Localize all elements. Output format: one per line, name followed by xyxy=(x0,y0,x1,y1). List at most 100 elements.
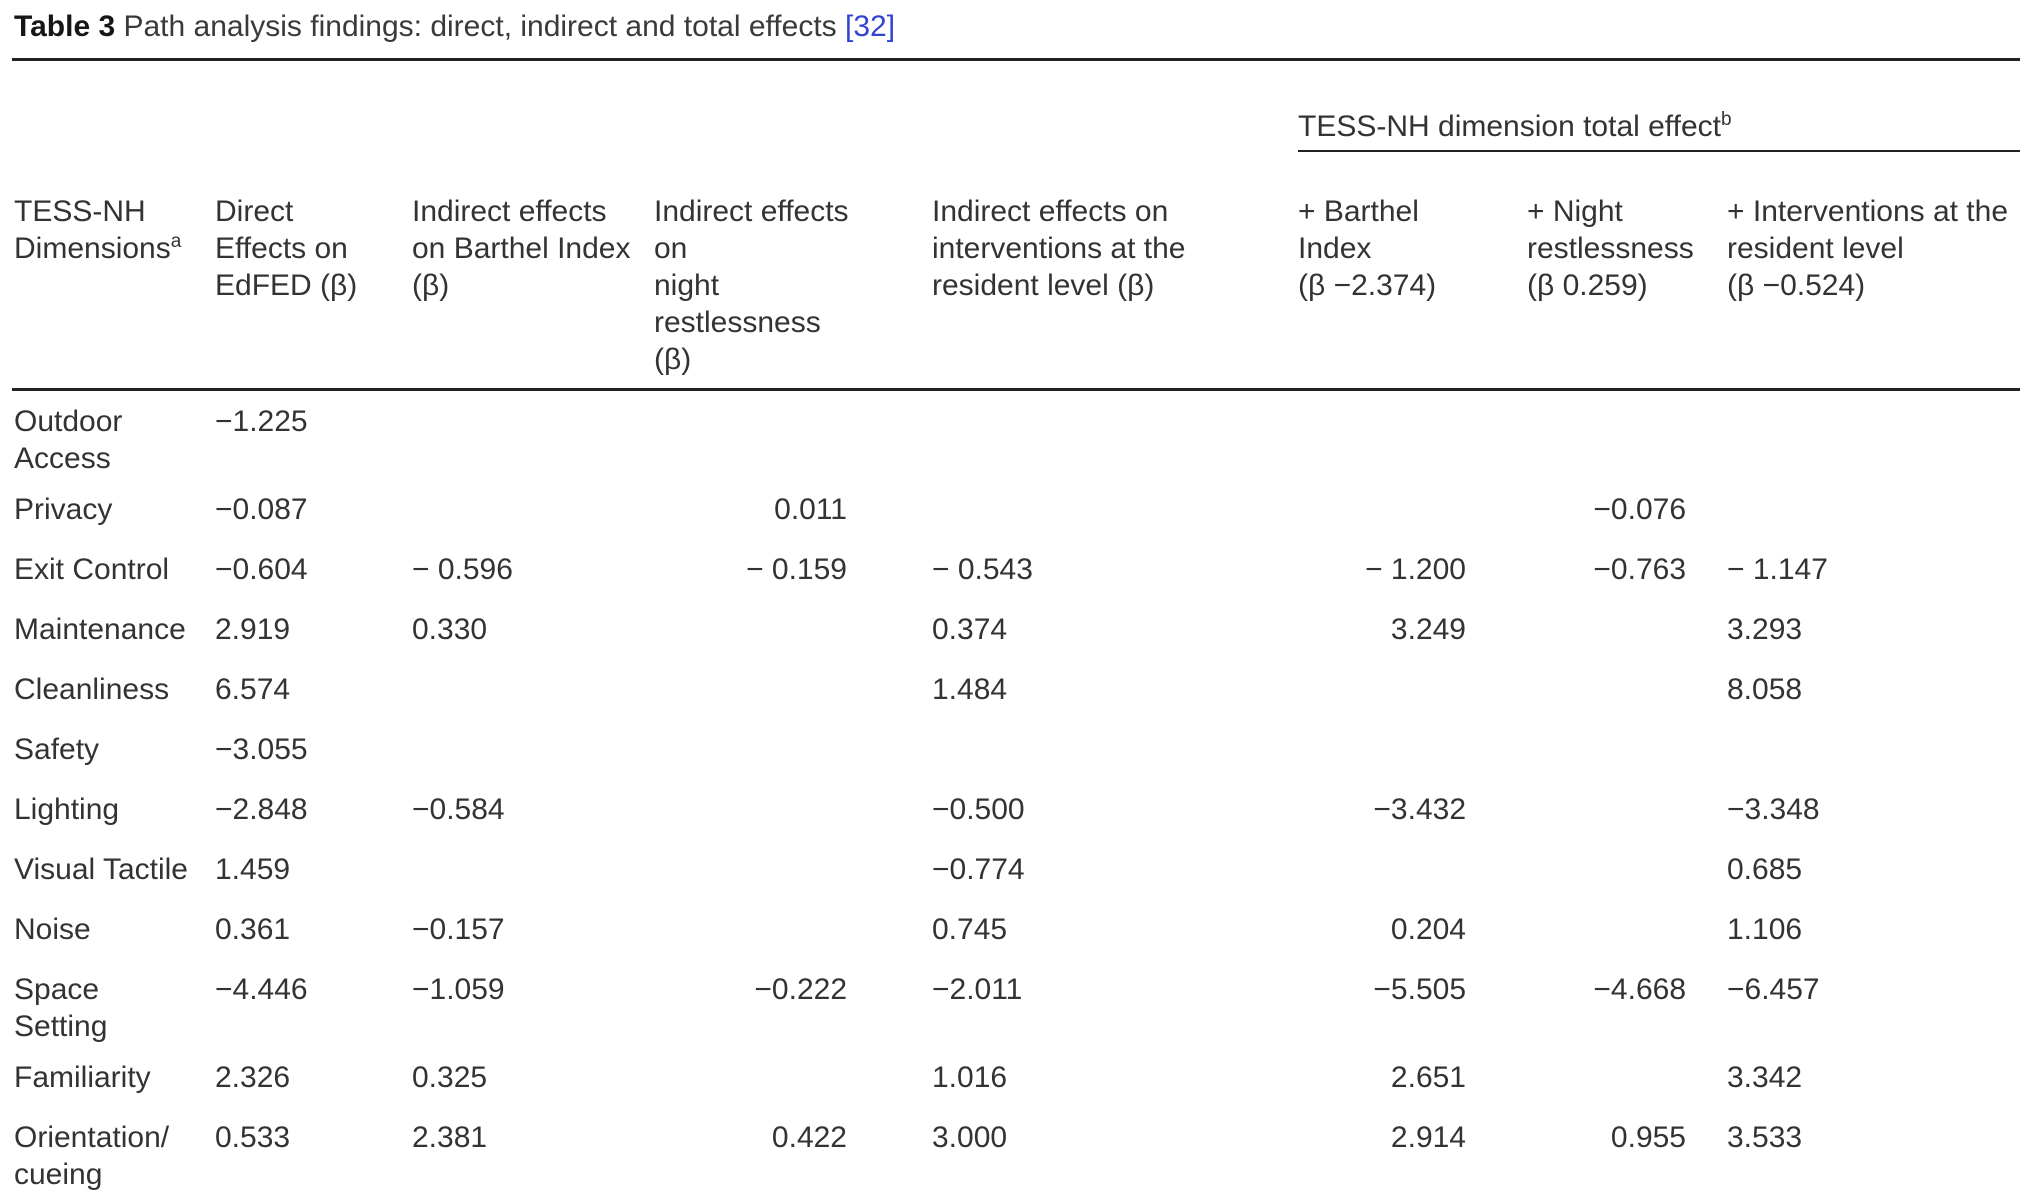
column-header-text: Indirect effects on interventions at the… xyxy=(932,195,1186,302)
column-header: TESS-NH Dimensionsa xyxy=(12,189,212,390)
cell-value: −0.584 xyxy=(407,779,647,839)
cell-value: −3.348 xyxy=(1697,779,2020,839)
cell-value xyxy=(1222,719,1477,779)
cell-value xyxy=(1477,659,1697,719)
cell-value: −1.059 xyxy=(407,959,647,1047)
cell-value: 3.249 xyxy=(1222,599,1477,659)
column-header-text: + Interventions at the resident level (β… xyxy=(1727,195,2008,302)
cell-value: 0.330 xyxy=(407,599,647,659)
row-label: Safety xyxy=(12,719,212,779)
cell-value: −1.225 xyxy=(212,390,407,480)
cell-value xyxy=(407,719,647,779)
cell-value: 6.574 xyxy=(212,659,407,719)
cell-value: 8.058 xyxy=(1697,659,2020,719)
cell-value: 3.342 xyxy=(1697,1047,2020,1107)
table-row: Safety−3.055 xyxy=(12,719,2020,779)
cell-value: −2.848 xyxy=(212,779,407,839)
cell-value: 0.361 xyxy=(212,899,407,959)
cell-value xyxy=(647,659,862,719)
cell-value: 1.459 xyxy=(212,839,407,899)
cell-value: − 0.543 xyxy=(862,539,1222,599)
cell-value xyxy=(647,839,862,899)
cell-value xyxy=(1477,390,1697,480)
row-label: Orientation/ cueing xyxy=(12,1107,212,1195)
cell-value: 0.325 xyxy=(407,1047,647,1107)
cell-value: − 1.200 xyxy=(1222,539,1477,599)
row-label: Maintenance xyxy=(12,599,212,659)
row-label: Lighting xyxy=(12,779,212,839)
column-header-text: + Barthel Index (β −2.374) xyxy=(1298,195,1436,302)
cell-value xyxy=(647,599,862,659)
cell-value: − 1.147 xyxy=(1697,539,2020,599)
spanner-footnote-marker: b xyxy=(1721,109,1732,130)
cell-value: 0.374 xyxy=(862,599,1222,659)
cell-value: −0.604 xyxy=(212,539,407,599)
cell-value: −0.157 xyxy=(407,899,647,959)
column-header: Indirect effects on interventions at the… xyxy=(862,189,1222,390)
path-analysis-table: TESS-NH dimension total effectb TESS-NH … xyxy=(12,58,2020,1195)
column-header: + Barthel Index (β −2.374) xyxy=(1222,189,1477,390)
spanner-cell: TESS-NH dimension total effectb xyxy=(1222,60,2020,190)
citation-link[interactable]: [32] xyxy=(845,10,895,43)
table-row: Outdoor Access−1.225 xyxy=(12,390,2020,480)
cell-value: −0.774 xyxy=(862,839,1222,899)
footnote-marker: a xyxy=(171,231,182,252)
cell-value xyxy=(1477,599,1697,659)
cell-value xyxy=(1697,719,2020,779)
cell-value xyxy=(647,390,862,480)
table-caption: Path analysis findings: direct, indirect… xyxy=(115,10,845,43)
cell-value: 2.651 xyxy=(1222,1047,1477,1107)
cell-value: − 0.159 xyxy=(647,539,862,599)
row-label: Familiarity xyxy=(12,1047,212,1107)
cell-value xyxy=(862,390,1222,480)
column-header: Indirect effects on Barthel Index (β) xyxy=(407,189,647,390)
cell-value xyxy=(407,390,647,480)
row-label: Visual Tactile xyxy=(12,839,212,899)
table-row: Exit Control−0.604− 0.596− 0.159− 0.543−… xyxy=(12,539,2020,599)
cell-value: 0.422 xyxy=(647,1107,862,1195)
column-header-text: + Night restlessness (β 0.259) xyxy=(1527,195,1694,302)
cell-value xyxy=(407,839,647,899)
cell-value: 1.106 xyxy=(1697,899,2020,959)
cell-value xyxy=(647,899,862,959)
cell-value: 3.533 xyxy=(1697,1107,2020,1195)
cell-value xyxy=(647,719,862,779)
table-label: Table 3 xyxy=(14,10,115,43)
column-header-text: Indirect effects on Barthel Index (β) xyxy=(412,195,630,302)
cell-value: −3.055 xyxy=(212,719,407,779)
row-label: Outdoor Access xyxy=(12,390,212,480)
cell-value xyxy=(407,659,647,719)
row-label: Space Setting xyxy=(12,959,212,1047)
cell-value: −0.763 xyxy=(1477,539,1697,599)
row-label: Noise xyxy=(12,899,212,959)
spanner-header: TESS-NH dimension total effectb xyxy=(1298,98,2020,152)
cell-value xyxy=(1477,779,1697,839)
column-header: + Interventions at the resident level (β… xyxy=(1697,189,2020,390)
cell-value: 0.204 xyxy=(1222,899,1477,959)
cell-value: 1.484 xyxy=(862,659,1222,719)
spanner-spacer xyxy=(12,60,1222,190)
cell-value: −6.457 xyxy=(1697,959,2020,1047)
column-header: Direct Effects on EdFED (β) xyxy=(212,189,407,390)
cell-value xyxy=(1477,899,1697,959)
column-header-text: TESS-NH Dimensions xyxy=(14,195,171,265)
table-row: Lighting−2.848−0.584−0.500−3.432−3.348 xyxy=(12,779,2020,839)
cell-value xyxy=(1477,1047,1697,1107)
cell-value: 3.000 xyxy=(862,1107,1222,1195)
cell-value xyxy=(862,479,1222,539)
cell-value: 1.016 xyxy=(862,1047,1222,1107)
cell-value: −4.446 xyxy=(212,959,407,1047)
cell-value xyxy=(1222,479,1477,539)
cell-value xyxy=(1222,839,1477,899)
row-label: Privacy xyxy=(12,479,212,539)
table-row: Space Setting−4.446−1.059−0.222−2.011−5.… xyxy=(12,959,2020,1047)
